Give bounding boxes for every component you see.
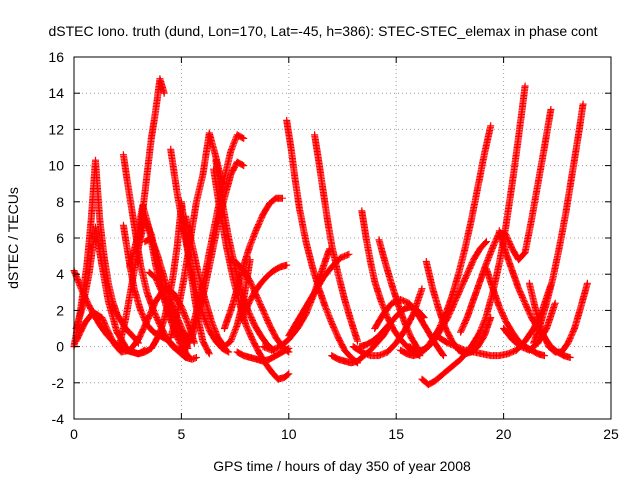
y-tick-label: 12 (48, 121, 64, 137)
series-9 (141, 234, 194, 347)
series-25 (259, 245, 334, 354)
series-38-markers (457, 106, 555, 336)
x-tick-label: 5 (178, 426, 186, 442)
y-tick-label: 8 (56, 194, 64, 210)
series-42-markers (530, 100, 587, 347)
y-tick-label: 2 (56, 302, 64, 318)
series-26-markers (311, 131, 361, 345)
series-21 (233, 344, 293, 365)
y-tick-label: 6 (56, 230, 64, 246)
x-tick-label: 20 (496, 426, 512, 442)
series-43-markers (500, 299, 559, 354)
series-43 (500, 299, 559, 354)
series-26 (311, 131, 361, 345)
series-19 (220, 194, 286, 332)
series-32 (371, 296, 447, 360)
y-tick-label: 16 (48, 49, 64, 65)
series-18 (212, 156, 278, 354)
y-tick-label: -4 (52, 411, 65, 427)
tick-labels: 0 5 10 15 20 25 -4 -2 0 2 4 6 8 10 12 14 16 (48, 49, 619, 442)
x-axis-label: GPS time / hours of day 350 of year 2008 (213, 458, 471, 474)
y-tick-label: 0 (56, 339, 64, 355)
series-17 (210, 165, 293, 383)
x-tick-label: 15 (388, 426, 404, 442)
series-9-markers (141, 234, 194, 347)
series-21-markers (233, 344, 293, 365)
y-tick-label: 10 (48, 158, 64, 174)
x-tick-label: 0 (70, 426, 78, 442)
series-17-markers (210, 165, 293, 383)
series-32-markers (371, 296, 447, 360)
y-tick-label: 4 (56, 266, 64, 282)
series-42 (530, 100, 587, 347)
series-38 (457, 106, 555, 336)
data-markers (70, 75, 591, 389)
chart-title: dSTEC Iono. truth (dund, Lon=170, Lat=-4… (48, 23, 597, 39)
series-22-markers (238, 261, 291, 323)
x-tick-label: 25 (603, 426, 619, 442)
series-19-markers (220, 194, 286, 332)
y-tick-label: 14 (48, 85, 64, 101)
x-tick-label: 10 (281, 426, 297, 442)
y-axis-label: dSTEC / TECUs (5, 187, 21, 289)
series-2-markers (72, 223, 149, 358)
series-2 (72, 223, 149, 358)
series-18-markers (212, 156, 278, 354)
axis-ticks (73, 56, 612, 420)
series-22 (238, 261, 291, 323)
y-tick-label: -2 (52, 375, 65, 391)
series-25-markers (259, 245, 334, 354)
